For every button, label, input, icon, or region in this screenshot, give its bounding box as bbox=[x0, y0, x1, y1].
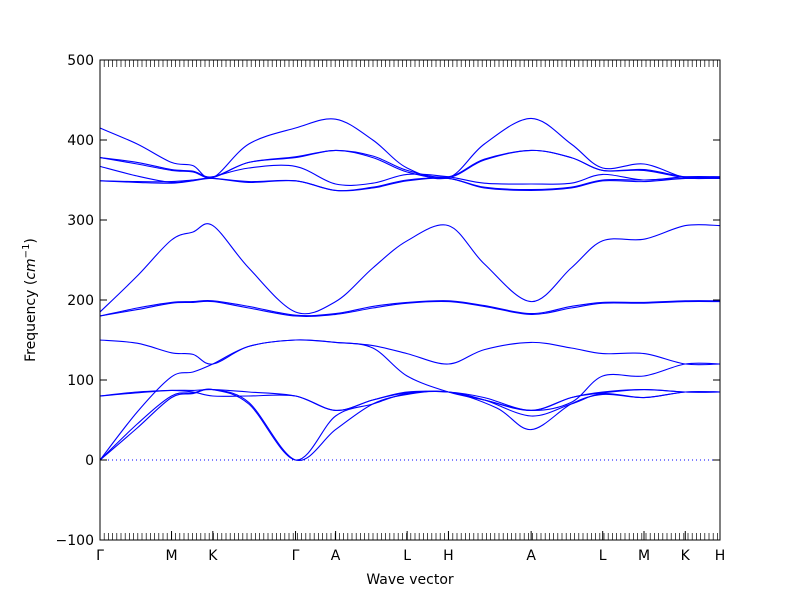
x-tick-label: H bbox=[715, 548, 726, 564]
x-tick-label: K bbox=[681, 548, 691, 564]
band-line-8 bbox=[99, 299, 721, 317]
y-tick-label: −100 bbox=[56, 533, 94, 549]
y-axis-label-unit: cm bbox=[23, 258, 39, 279]
x-tick-label: M bbox=[638, 548, 650, 564]
y-tick-label: 500 bbox=[67, 53, 94, 69]
band-line-10 bbox=[99, 177, 721, 192]
band-line-9 bbox=[99, 223, 721, 315]
y-tick-label: 300 bbox=[67, 213, 94, 229]
plot-frame bbox=[99, 59, 721, 541]
y-axis-label-close: ) bbox=[23, 238, 39, 243]
y-tick-label: 0 bbox=[85, 453, 94, 469]
x-tick-label: Γ bbox=[96, 548, 104, 564]
band-line-15 bbox=[99, 117, 721, 180]
band-line-1 bbox=[99, 388, 721, 461]
y-tick-label: 100 bbox=[67, 373, 94, 389]
y-tick-label: 400 bbox=[67, 133, 94, 149]
x-tick-label: L bbox=[403, 548, 411, 564]
band-line-2 bbox=[99, 388, 721, 461]
band-line-6 bbox=[99, 339, 721, 366]
x-axis-label: Wave vector bbox=[366, 572, 454, 588]
x-tick-label: A bbox=[331, 548, 341, 564]
band-line-3 bbox=[99, 339, 721, 461]
band-line-12 bbox=[99, 164, 721, 186]
y-tick-label: 200 bbox=[67, 293, 94, 309]
y-axis-label: Frequency (cm−1) bbox=[21, 238, 39, 362]
minor-ticks-layer bbox=[99, 60, 718, 540]
x-tick-label: K bbox=[208, 548, 218, 564]
x-tick-label: H bbox=[443, 548, 454, 564]
x-tick-label: Γ bbox=[292, 548, 300, 564]
series-layer bbox=[99, 117, 721, 461]
x-tick-label: A bbox=[526, 548, 536, 564]
band-line-14 bbox=[99, 149, 721, 178]
band-line-5 bbox=[99, 388, 721, 411]
y-axis-label-exponent: −1 bbox=[21, 244, 32, 259]
x-tick-label: L bbox=[599, 548, 607, 564]
band-line-7 bbox=[99, 300, 721, 317]
y-ticks-layer: −100 0 100 200 300 400 500 bbox=[56, 53, 720, 549]
x-tick-label: M bbox=[166, 548, 178, 564]
y-axis-label-main: Frequency ( bbox=[23, 280, 39, 362]
